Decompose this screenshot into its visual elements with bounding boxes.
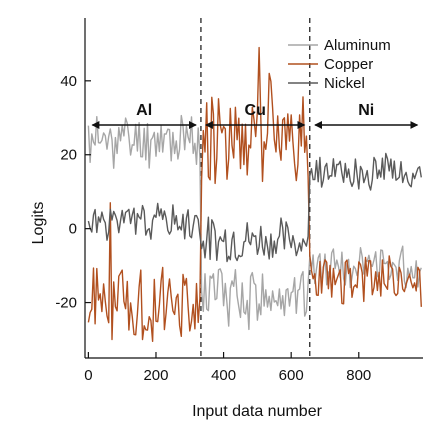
legend-label-nickel: Nickel: [324, 75, 365, 92]
x-axis-title: Input data number: [192, 403, 323, 420]
legend-label-aluminum: Aluminum: [324, 37, 391, 54]
y-axis-title: Logits: [30, 202, 47, 245]
x-tick-label: 200: [143, 367, 168, 384]
y-tick-label: 0: [69, 221, 77, 238]
y-tick-label: -20: [55, 295, 77, 312]
x-tick-label: 600: [279, 367, 304, 384]
series-line-nickel: [87, 152, 422, 263]
y-tick-label: 40: [60, 73, 77, 90]
x-tick-label: 800: [346, 367, 371, 384]
x-tick-label: 400: [211, 367, 236, 384]
region-label-ni: Ni: [358, 102, 374, 119]
x-tick-label: 0: [84, 367, 92, 384]
legend-label-copper: Copper: [324, 56, 373, 73]
region-label-cu: Cu: [245, 102, 266, 119]
region-label-al: Al: [136, 102, 152, 119]
series-line-copper: [87, 46, 422, 342]
y-tick-label: 20: [60, 147, 77, 164]
